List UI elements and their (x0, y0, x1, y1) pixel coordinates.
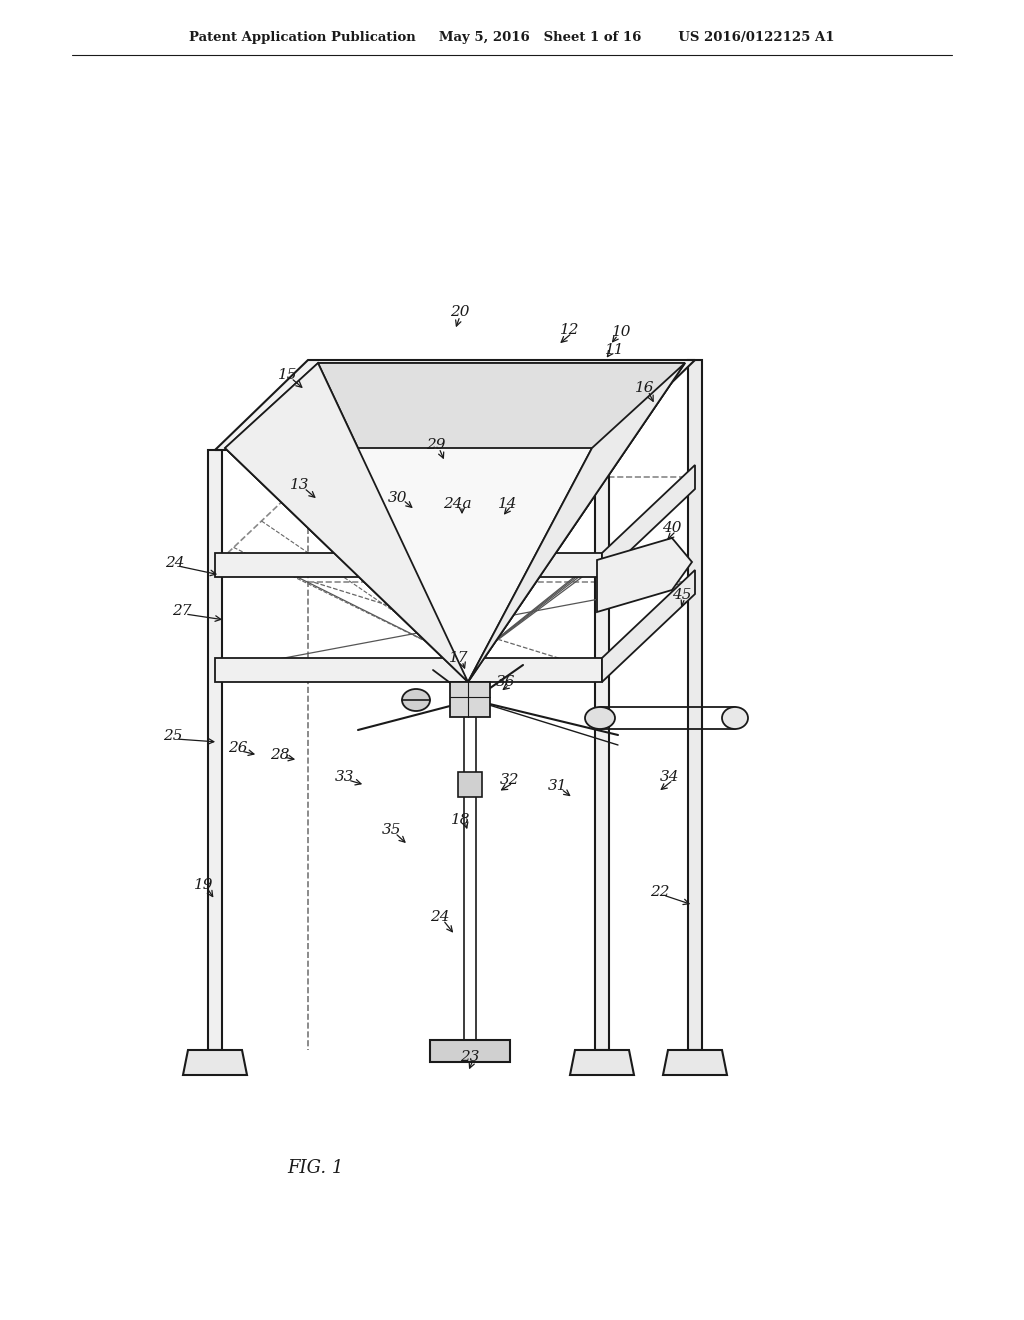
Text: 12: 12 (560, 323, 580, 337)
Polygon shape (215, 360, 695, 450)
Polygon shape (663, 1049, 727, 1074)
Text: 19: 19 (195, 878, 214, 892)
Text: 29: 29 (426, 438, 445, 451)
Text: 45: 45 (672, 587, 692, 602)
Polygon shape (570, 1049, 634, 1074)
Polygon shape (430, 1040, 510, 1063)
Text: 24a: 24a (442, 498, 471, 511)
Text: 23: 23 (460, 1049, 480, 1064)
Text: 35: 35 (382, 822, 401, 837)
Polygon shape (602, 465, 695, 577)
Ellipse shape (402, 689, 430, 711)
Polygon shape (468, 363, 685, 682)
Text: Patent Application Publication     May 5, 2016   Sheet 1 of 16        US 2016/01: Patent Application Publication May 5, 20… (189, 32, 835, 45)
Text: 28: 28 (270, 748, 290, 762)
Polygon shape (215, 553, 602, 577)
Text: 31: 31 (548, 779, 567, 793)
Text: 33: 33 (335, 770, 354, 784)
Polygon shape (225, 363, 685, 447)
Text: 25: 25 (163, 729, 182, 743)
Polygon shape (597, 539, 692, 612)
Text: 27: 27 (172, 605, 191, 618)
Polygon shape (458, 772, 482, 797)
Text: 24: 24 (430, 909, 450, 924)
Polygon shape (215, 657, 602, 682)
Text: 20: 20 (451, 305, 470, 319)
Ellipse shape (722, 708, 748, 729)
Text: 36: 36 (497, 675, 516, 689)
Polygon shape (183, 1049, 247, 1074)
Polygon shape (225, 363, 468, 682)
Polygon shape (318, 363, 685, 682)
Polygon shape (602, 570, 695, 682)
Text: FIG. 1: FIG. 1 (287, 1159, 343, 1177)
Text: 16: 16 (635, 381, 654, 395)
Text: 18: 18 (452, 813, 471, 828)
Text: 14: 14 (499, 498, 518, 511)
Polygon shape (688, 360, 702, 1049)
Polygon shape (208, 450, 222, 1049)
Polygon shape (595, 450, 609, 1049)
Text: 30: 30 (388, 491, 408, 506)
Text: 17: 17 (450, 651, 469, 665)
Text: 10: 10 (612, 325, 632, 339)
Text: 13: 13 (290, 478, 309, 492)
Text: 11: 11 (605, 343, 625, 356)
Text: 24: 24 (165, 556, 184, 570)
Text: 15: 15 (279, 368, 298, 381)
Text: 34: 34 (660, 770, 680, 784)
Text: 22: 22 (650, 884, 670, 899)
Polygon shape (450, 682, 490, 717)
Text: 32: 32 (501, 774, 520, 787)
Ellipse shape (585, 708, 615, 729)
Polygon shape (225, 447, 592, 682)
Text: 26: 26 (228, 741, 248, 755)
Text: 40: 40 (663, 521, 682, 535)
